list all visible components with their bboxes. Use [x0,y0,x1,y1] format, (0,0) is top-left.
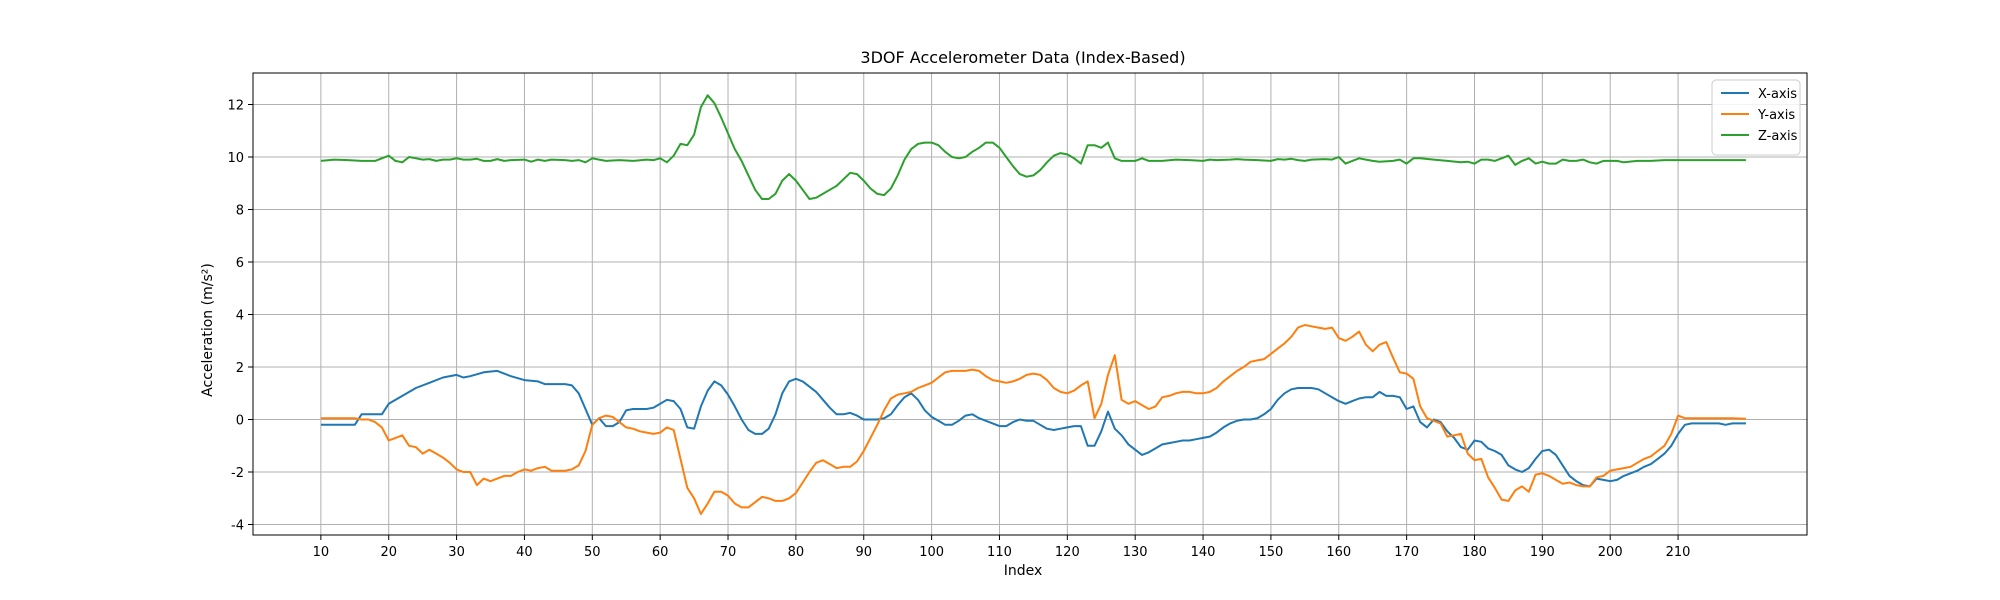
x-tick-label: 30 [448,545,465,560]
series-lines [320,94,1746,515]
x-tick-label: 60 [652,545,669,560]
x-tick-label: 10 [313,545,330,560]
x-axis-ticks: 10 20 30 40 50 60 70 80 90 100 110 120 130 140 150 160 1… [313,535,1691,560]
x-tick-label: 40 [516,545,533,560]
x-tick-label: 90 [855,545,872,560]
x-tick-label: 200 [1598,545,1623,560]
legend-label-z-axis: Z-axis [1758,129,1798,144]
x-tick-label: 210 [1666,545,1691,560]
y-tick-label: -4 [231,519,244,534]
legend-label-y-axis: Y-axis [1757,108,1795,123]
chart-title: 3DOF Accelerometer Data (Index-Based) [860,48,1185,67]
x-tick-label: 120 [1055,545,1080,560]
x-tick-label: 50 [584,545,601,560]
y-tick-label: 2 [236,361,244,376]
x-tick-label: 70 [720,545,737,560]
y-tick-label: 4 [236,309,244,324]
legend: X-axis Y-axis Z-axis [1711,79,1801,156]
x-tick-label: 180 [1462,545,1487,560]
y-tick-label: 10 [227,151,244,166]
y-axis-label: Acceleration (m/s²) [200,263,216,397]
y-axis-line [320,324,1746,515]
y-tick-label: 12 [227,99,244,114]
x-tick-label: 80 [788,545,805,560]
x-tick-label: 190 [1530,545,1555,560]
x-tick-label: 20 [380,545,397,560]
x-axis-label: Index [1004,563,1043,579]
y-tick-label: 6 [236,256,244,271]
z-axis-line [320,94,1746,200]
x-tick-label: 150 [1258,545,1283,560]
y-tick-label: 0 [236,414,244,429]
y-tick-label: -2 [231,466,244,481]
x-axis-line [320,369,1746,488]
x-tick-label: 140 [1191,545,1216,560]
legend-box [1711,79,1801,156]
y-tick-label: 8 [236,204,244,219]
y-axis-ticks: -4 -2 0 2 4 6 8 10 12 [227,99,253,534]
x-tick-label: 100 [919,545,944,560]
legend-label-x-axis: X-axis [1758,87,1797,102]
x-tick-label: 110 [987,545,1012,560]
x-tick-label: 160 [1326,545,1351,560]
x-tick-label: 170 [1394,545,1419,560]
grid-lines [253,73,1807,535]
plot-frame [252,72,1808,536]
x-tick-label: 130 [1123,545,1148,560]
